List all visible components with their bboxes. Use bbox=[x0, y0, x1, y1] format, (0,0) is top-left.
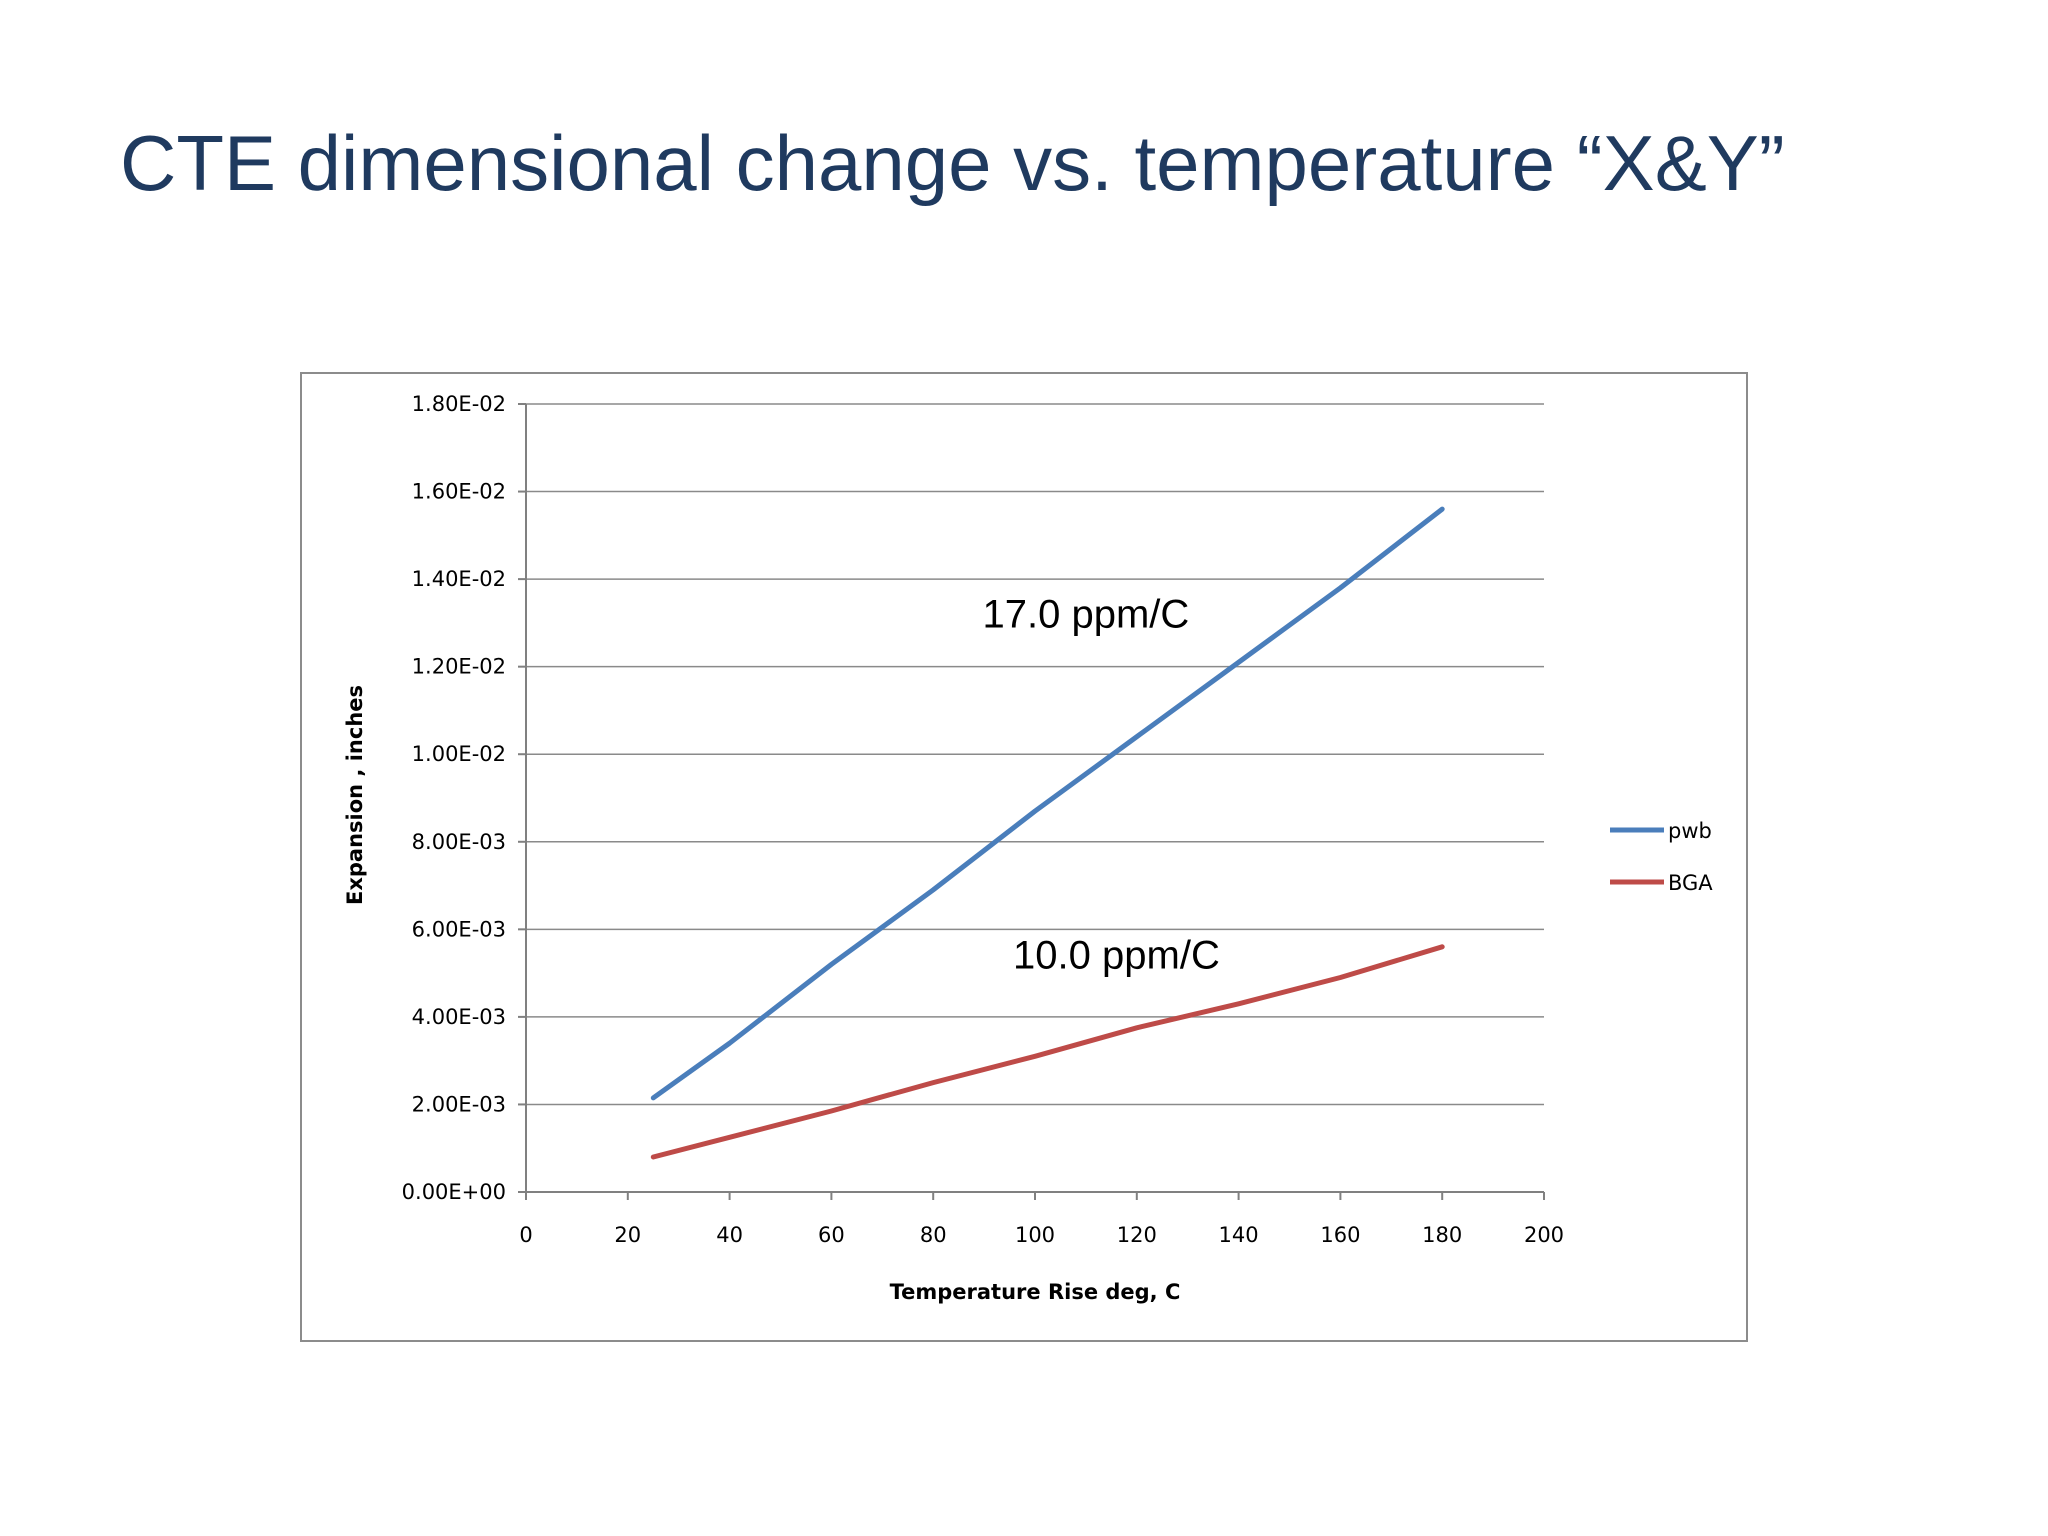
legend-label-bga: BGA bbox=[1668, 871, 1713, 895]
y-tick-label: 1.60E-02 bbox=[412, 480, 506, 504]
x-tick-label: 180 bbox=[1422, 1223, 1462, 1247]
slide-title: CTE dimensional change vs. temperature “… bbox=[120, 119, 1785, 207]
chart: 0.00E+00 2.00E-03 4.00E-03 6.00E-03 8.00E-03… bbox=[343, 392, 1713, 1304]
y-tick-label: 1.80E-02 bbox=[412, 392, 506, 416]
legend: pwb BGA bbox=[1610, 819, 1713, 895]
x-tick-label: 200 bbox=[1524, 1223, 1564, 1247]
x-axis-title: Temperature Rise deg, C bbox=[890, 1280, 1181, 1304]
y-tick-label: 8.00E-03 bbox=[412, 830, 506, 854]
x-tick-label: 60 bbox=[818, 1223, 845, 1247]
x-tick-label: 0 bbox=[519, 1223, 532, 1247]
series-line-pwb bbox=[650, 506, 1445, 1101]
grid-lines bbox=[526, 403, 1544, 1106]
series-line-bga bbox=[650, 944, 1445, 1160]
x-tick-label: 160 bbox=[1320, 1223, 1360, 1247]
annotations: 17.0 ppm/C 10.0 ppm/C bbox=[983, 592, 1220, 977]
x-tick-label: 100 bbox=[1015, 1223, 1055, 1247]
y-tick-label: 0.00E+00 bbox=[402, 1180, 506, 1204]
tick-labels: 0.00E+00 2.00E-03 4.00E-03 6.00E-03 8.00E-03… bbox=[402, 392, 1564, 1247]
x-tick-label: 40 bbox=[716, 1223, 743, 1247]
chart-frame: 0.00E+00 2.00E-03 4.00E-03 6.00E-03 8.00E-03… bbox=[300, 372, 1748, 1342]
x-tick-label: 80 bbox=[920, 1223, 947, 1247]
x-tick-label: 120 bbox=[1117, 1223, 1157, 1247]
y-tick-label: 1.40E-02 bbox=[412, 567, 506, 591]
y-tick-label: 1.20E-02 bbox=[412, 655, 506, 679]
x-tick-label: 20 bbox=[614, 1223, 641, 1247]
y-tick-label: 1.00E-02 bbox=[412, 742, 506, 766]
y-tick-label: 2.00E-03 bbox=[412, 1092, 506, 1116]
x-tick-label: 140 bbox=[1219, 1223, 1259, 1247]
y-tick-label: 6.00E-03 bbox=[412, 917, 506, 941]
axes bbox=[525, 404, 1544, 1193]
slope-annotation: 17.0 ppm/C bbox=[983, 592, 1190, 636]
slope-annotation: 10.0 ppm/C bbox=[1013, 934, 1220, 978]
legend-label-pwb: pwb bbox=[1668, 819, 1712, 843]
series bbox=[650, 506, 1445, 1160]
y-tick-label: 4.00E-03 bbox=[412, 1005, 506, 1029]
y-axis-title: Expansion , inches bbox=[343, 685, 367, 905]
